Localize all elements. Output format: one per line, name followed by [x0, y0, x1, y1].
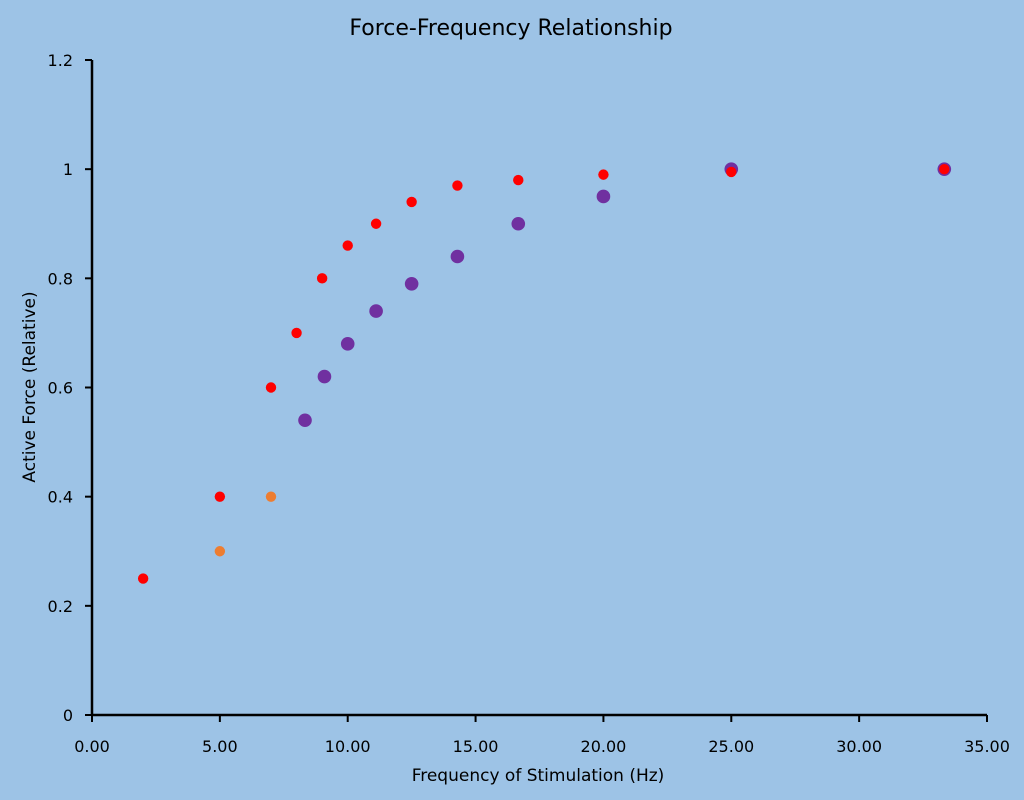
data-point-series-2: [513, 174, 524, 186]
data-point-series-2: [939, 163, 950, 175]
data-point-series-2: [291, 327, 302, 339]
data-point-series-2: [406, 196, 417, 208]
x-tick-label: 15.00: [453, 737, 499, 756]
x-tick-label: 25.00: [708, 737, 754, 756]
data-point-series-1: [596, 189, 611, 204]
data-point-series-2: [265, 382, 277, 393]
data-point-series-2: [316, 273, 328, 284]
data-points: [137, 162, 952, 584]
x-tick-label: 5.00: [202, 737, 238, 756]
x-tick-label: 10.00: [325, 737, 371, 756]
data-point-series-2: [598, 169, 609, 180]
y-axis-label: Active Force (Relative): [20, 291, 40, 482]
y-tick-label: 0.4: [48, 488, 73, 507]
y-tick-label: 1.2: [48, 51, 73, 70]
data-point-series-3: [265, 491, 277, 502]
data-point-series-1: [340, 337, 355, 351]
data-point-series-1: [511, 216, 526, 231]
x-axis-label: Frequency of Stimulation (Hz): [412, 766, 665, 786]
data-point-series-2: [214, 491, 226, 502]
y-ticks: 0 0.2 0.4 0.6 0.8 1 1.2: [48, 51, 92, 725]
data-point-series-2: [452, 180, 463, 191]
x-tick-label: 0.00: [74, 737, 110, 756]
data-point-series-2: [370, 218, 382, 229]
x-ticks: 0.00 5.00 10.00 15.00 20.00 25.00 30.00 35.00: [74, 715, 1010, 756]
y-tick-label: 0.6: [48, 379, 73, 398]
y-tick-label: 0: [63, 706, 73, 725]
data-point-series-1: [317, 369, 332, 384]
y-tick-label: 0.2: [48, 597, 73, 616]
data-point-series-2: [342, 240, 353, 251]
x-tick-label: 20.00: [581, 737, 627, 756]
chart-title: Force-Frequency Relationship: [349, 16, 672, 41]
x-tick-label: 35.00: [964, 737, 1010, 756]
data-point-series-3: [214, 546, 226, 557]
data-point-series-2: [726, 166, 737, 178]
data-point-series-2: [137, 573, 149, 584]
x-tick-label: 30.00: [836, 737, 882, 756]
data-point-series-1: [369, 304, 383, 318]
data-point-series-1: [298, 413, 312, 428]
data-point-series-1: [450, 249, 465, 264]
y-tick-label: 1: [63, 160, 73, 179]
y-tick-label: 0.8: [48, 269, 73, 288]
data-point-series-1: [404, 276, 419, 291]
